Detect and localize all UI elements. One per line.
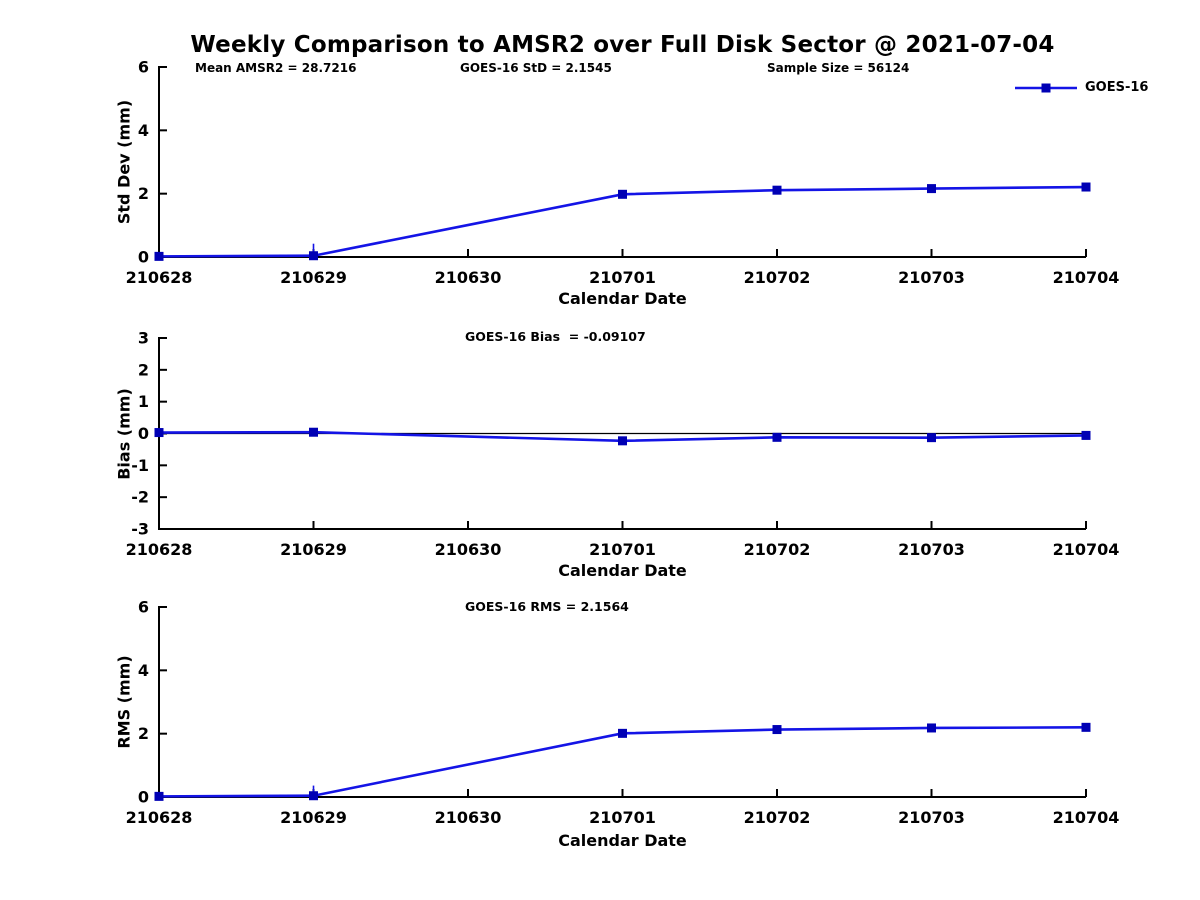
x-tick-label: 210628 xyxy=(126,808,193,827)
ylabel-bias: Bias (mm) xyxy=(114,388,134,480)
x-tick-label: 210704 xyxy=(1053,268,1120,287)
data-point-marker xyxy=(927,184,936,194)
data-point-marker xyxy=(772,725,782,735)
y-tick-label: 0 xyxy=(138,248,149,267)
x-tick-label: 210702 xyxy=(744,268,811,287)
x-tick-label: 210630 xyxy=(435,268,502,287)
x-tick-label: 210701 xyxy=(589,268,656,287)
y-tick-label: 1 xyxy=(138,392,149,411)
x-tick-label: 210704 xyxy=(1053,540,1120,559)
data-point-marker xyxy=(1081,182,1091,192)
y-tick-label: 0 xyxy=(138,788,149,807)
annotation-sample-size: Sample Size = 56124 xyxy=(767,61,910,75)
y-tick-label: 2 xyxy=(138,360,149,379)
y-tick-label: -2 xyxy=(131,488,149,507)
ylabel-std-dev: Std Dev (mm) xyxy=(114,99,134,225)
y-tick-label: 4 xyxy=(138,661,149,680)
data-point-marker xyxy=(618,189,627,199)
x-tick-label: 210704 xyxy=(1053,808,1120,827)
y-tick-label: 3 xyxy=(138,329,149,348)
annotation-goes16-std: GOES-16 StD = 2.1545 xyxy=(460,61,612,75)
data-point-marker xyxy=(1081,430,1091,440)
data-point-marker xyxy=(309,791,318,801)
data-point-marker xyxy=(154,791,164,801)
y-tick-label: 6 xyxy=(138,598,149,617)
data-point-marker xyxy=(772,185,782,195)
x-tick-label: 210702 xyxy=(744,540,811,559)
figure-title: Weekly Comparison to AMSR2 over Full Dis… xyxy=(190,32,1055,58)
x-tick-label: 210703 xyxy=(898,268,965,287)
data-point-marker xyxy=(618,436,627,446)
x-tick-label: 210703 xyxy=(898,808,965,827)
y-tick-label: 0 xyxy=(138,424,149,443)
xlabel-calendar-date-bottom: Calendar Date xyxy=(558,831,687,850)
annotation-goes16-rms: GOES-16 RMS = 2.1564 xyxy=(465,599,629,614)
series-line xyxy=(158,185,1087,258)
y-tick-label: 4 xyxy=(138,121,149,140)
y-tick-label: 2 xyxy=(138,184,149,203)
data-point-marker xyxy=(927,723,936,733)
legend-line-marker-icon xyxy=(1015,83,1077,92)
x-tick-label: 210630 xyxy=(435,808,502,827)
data-point-marker xyxy=(927,433,936,443)
x-tick-label: 210628 xyxy=(126,268,193,287)
data-point-marker xyxy=(154,251,164,261)
y-tick-label: -3 xyxy=(131,520,149,539)
y-tick-label: -1 xyxy=(131,456,149,475)
x-tick-label: 210630 xyxy=(435,540,502,559)
data-point-marker xyxy=(1081,722,1091,732)
data-point-marker xyxy=(618,728,627,738)
data-point-marker xyxy=(154,428,164,438)
data-point-marker xyxy=(309,427,318,437)
annotation-goes16-bias: GOES-16 Bias = -0.09107 xyxy=(465,329,646,344)
legend-marker xyxy=(1041,83,1051,92)
series-line xyxy=(158,430,1087,443)
data-point-marker xyxy=(309,251,318,261)
annotation-mean-amsr2: Mean AMSR2 = 28.7216 xyxy=(195,61,357,75)
xlabel-calendar-date-top: Calendar Date xyxy=(558,289,687,308)
legend-label: GOES-16 xyxy=(1085,80,1149,95)
x-tick-label: 210629 xyxy=(280,268,347,287)
x-tick-label: 210629 xyxy=(280,540,347,559)
xlabel-calendar-date-middle: Calendar Date xyxy=(558,561,687,580)
x-tick-label: 210702 xyxy=(744,808,811,827)
x-tick-label: 210701 xyxy=(589,540,656,559)
x-tick-label: 210701 xyxy=(589,808,656,827)
y-tick-label: 2 xyxy=(138,724,149,743)
legend: GOES-16 xyxy=(1014,80,1148,95)
x-tick-label: 210703 xyxy=(898,540,965,559)
ylabel-rms: RMS (mm) xyxy=(114,655,134,749)
data-point-marker xyxy=(772,432,782,442)
x-tick-label: 210629 xyxy=(280,808,347,827)
y-tick-label: 6 xyxy=(138,58,149,77)
series-line xyxy=(158,726,1087,798)
x-tick-label: 210628 xyxy=(126,540,193,559)
